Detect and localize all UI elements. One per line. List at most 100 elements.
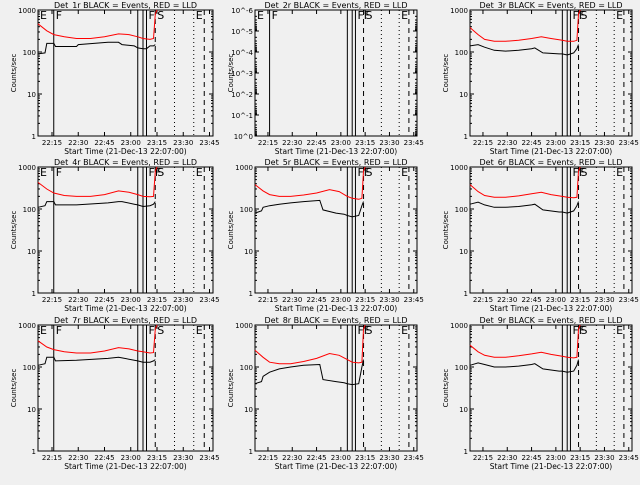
- y-tick-label: 1000: [450, 7, 468, 15]
- y-tick-label: 100: [455, 49, 468, 57]
- y-axis-label: Counts/sec: [227, 54, 235, 93]
- plot-title: Det_5r BLACK = Events, RED = LLD: [264, 158, 407, 167]
- y-tick-label: 1: [464, 448, 468, 456]
- x-tick-label: 23:45: [404, 296, 424, 304]
- plot-frame: [469, 166, 633, 294]
- x-tick-label: 23:30: [379, 454, 399, 462]
- solid-marker-label: F: [149, 324, 155, 337]
- y-axis-label: Counts/sec: [10, 369, 18, 408]
- x-tick-label: 22:45: [306, 296, 326, 304]
- plot-frame: [254, 166, 418, 294]
- x-tick-label: 23:30: [594, 139, 614, 147]
- x-tick-label: 23:00: [121, 296, 141, 304]
- y-tick-label: 1: [249, 290, 253, 298]
- x-tick-label: 23:15: [147, 454, 167, 462]
- y-tick-label: 1: [249, 448, 253, 456]
- x-axis-label: Start Time (21-Dec-13 22:07:00): [275, 304, 397, 313]
- plot-panel-1: Det_1r BLACK = Events, RED = LLD 1 10 100 10…: [10, 1, 220, 156]
- x-tick-label: 23:30: [594, 296, 614, 304]
- y-tick-label: 10: [459, 91, 468, 99]
- plot-panel-8: Det_8r BLACK = Events, RED = LLD 1 10 100 10…: [227, 316, 424, 471]
- dotted-marker-label: E: [401, 9, 408, 22]
- y-tick-label: 1000: [18, 164, 36, 172]
- x-tick-label: 22:15: [473, 139, 493, 147]
- dotted-marker-label: E: [196, 9, 203, 22]
- x-tick-label: 22:45: [521, 454, 541, 462]
- x-tick-label: 23:15: [570, 139, 590, 147]
- plot-frame: [254, 9, 418, 137]
- x-axis-label: Start Time (21-Dec-13 22:07:00): [275, 462, 397, 471]
- x-tick-label: 22:45: [94, 454, 114, 462]
- plot-panel-4: Det_4r BLACK = Events, RED = LLD 1 10 100 10…: [10, 158, 220, 313]
- y-tick-label: 100: [23, 49, 36, 57]
- plot-panel-5: Det_5r BLACK = Events, RED = LLD 1 10 100 10…: [227, 158, 424, 313]
- y-tick-label: 10: [244, 248, 253, 256]
- x-tick-label: 22:45: [94, 139, 114, 147]
- x-axis-label: Start Time (21-Dec-13 22:07:00): [64, 304, 186, 313]
- solid-marker-label: F: [272, 9, 278, 22]
- x-tick-label: 22:15: [258, 454, 278, 462]
- plot-title: Det_1r BLACK = Events, RED = LLD: [54, 1, 197, 10]
- dotted-marker-label: E: [401, 324, 408, 337]
- plot-title: Det_7r BLACK = Events, RED = LLD: [54, 316, 197, 325]
- y-axis-label: Counts/sec: [442, 54, 450, 93]
- events-series-line: [469, 201, 579, 214]
- y-tick-label: 10^-1: [231, 112, 253, 120]
- x-axis-label: Start Time (21-Dec-13 22:07:00): [64, 147, 186, 156]
- events-series-line: [254, 359, 364, 386]
- x-tick-label: 23:30: [379, 139, 399, 147]
- dotted-marker-label: E: [196, 324, 203, 337]
- x-tick-label: 23:00: [121, 139, 141, 147]
- x-tick-label: 23:15: [147, 296, 167, 304]
- y-axis-label: Counts/sec: [227, 369, 235, 408]
- solid-marker-label: F: [56, 324, 62, 337]
- events-series-line: [37, 41, 156, 55]
- x-tick-label: 22:15: [258, 296, 278, 304]
- dotted-marker-label: E: [616, 9, 623, 22]
- dashed-marker-label: S: [581, 166, 588, 179]
- x-tick-label: 22:30: [68, 454, 88, 462]
- y-tick-label: 10^-6: [231, 7, 253, 15]
- x-tick-label: 22:30: [282, 454, 302, 462]
- e-marker-label: E: [40, 324, 47, 337]
- dotted-marker-label: E: [401, 166, 408, 179]
- y-tick-label: 10: [27, 406, 36, 414]
- x-tick-label: 23:45: [199, 454, 219, 462]
- y-tick-label: 1: [32, 133, 36, 141]
- dashed-marker-label: S: [366, 9, 373, 22]
- x-tick-label: 22:30: [68, 296, 88, 304]
- y-tick-label: 1: [32, 290, 36, 298]
- x-tick-label: 22:45: [521, 139, 541, 147]
- x-tick-label: 23:15: [355, 139, 375, 147]
- y-tick-label: 10^-4: [231, 49, 253, 57]
- x-tick-label: 23:00: [121, 454, 141, 462]
- lld-series-line: [254, 166, 366, 200]
- e-marker-label: E: [257, 9, 264, 22]
- dashed-marker-label: S: [157, 9, 164, 22]
- x-tick-label: 22:30: [497, 454, 517, 462]
- x-tick-label: 23:45: [199, 139, 219, 147]
- x-tick-label: 23:30: [379, 296, 399, 304]
- x-axis-label: Start Time (21-Dec-13 22:07:00): [490, 147, 612, 156]
- e-marker-label: E: [40, 166, 47, 179]
- plot-title: Det_9r BLACK = Events, RED = LLD: [479, 316, 622, 325]
- y-tick-label: 10^-5: [231, 28, 253, 36]
- x-tick-label: 23:45: [619, 139, 639, 147]
- y-tick-label: 1000: [450, 164, 468, 172]
- y-tick-label: 10^-3: [231, 70, 253, 78]
- plot-title: Det_4r BLACK = Events, RED = LLD: [54, 158, 197, 167]
- x-tick-label: 23:30: [173, 139, 193, 147]
- plot-panel-9: Det_9r BLACK = Events, RED = LLD 1 10 100 10…: [442, 316, 639, 471]
- x-tick-label: 23:00: [546, 139, 566, 147]
- lld-series-line: [254, 324, 366, 365]
- y-tick-label: 100: [455, 364, 468, 372]
- y-tick-label: 10: [459, 406, 468, 414]
- x-tick-label: 23:00: [331, 296, 351, 304]
- plot-frame: [469, 9, 633, 137]
- y-axis-label: Counts/sec: [227, 211, 235, 250]
- events-series-line: [37, 201, 156, 208]
- lld-series-line: [37, 9, 158, 40]
- x-tick-label: 23:15: [355, 454, 375, 462]
- y-tick-label: 10: [244, 406, 253, 414]
